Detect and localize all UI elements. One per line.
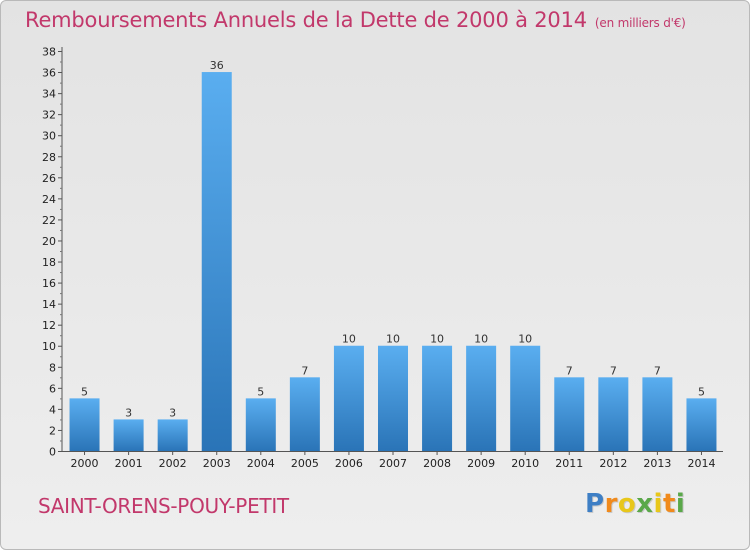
bar-value-label: 5: [698, 385, 705, 398]
bar-value-label: 10: [474, 333, 488, 346]
bar: [333, 345, 364, 451]
bar: [289, 377, 320, 451]
bar: [466, 345, 497, 451]
chart-unit: (en milliers d'€): [594, 16, 686, 30]
bar: [245, 398, 276, 451]
logo-letter: x: [636, 489, 654, 519]
x-tick-label: 2013: [643, 457, 671, 470]
bars: 5 3 3 36 5 7 10 10 10 10 10 7 7 7 5: [69, 59, 717, 451]
bar: [113, 419, 144, 451]
bar-value-label: 3: [125, 406, 132, 419]
y-tick-label: 16: [42, 277, 56, 290]
logo-letter: i: [653, 489, 663, 519]
bar: [422, 345, 453, 451]
chart-title-text: Remboursements Annuels de la Dette de 20…: [25, 8, 587, 32]
y-tick-label: 10: [42, 340, 56, 353]
y-tick-label: 18: [42, 256, 56, 269]
bar-value-label: 7: [566, 364, 573, 377]
proxiti-logo: Proxiti: [585, 489, 685, 519]
x-tick-label: 2006: [335, 457, 363, 470]
bar-value-label: 7: [610, 364, 617, 377]
x-tick-label: 2008: [423, 457, 451, 470]
bar-value-label: 5: [81, 385, 88, 398]
x-tick-label: 2002: [159, 457, 187, 470]
y-tick-label: 28: [42, 151, 56, 164]
y-tick-label: 24: [42, 193, 56, 206]
x-tick-label: 2003: [203, 457, 231, 470]
x-tick-label: 2005: [291, 457, 319, 470]
commune-name: SAINT-ORENS-POUY-PETIT: [38, 494, 289, 518]
y-tick-label: 34: [42, 88, 56, 101]
x-tick-label: 2014: [687, 457, 715, 470]
x-tick-label: 2004: [247, 457, 275, 470]
x-tick-label: 2007: [379, 457, 407, 470]
y-tick-label: 38: [42, 46, 56, 59]
logo-letter: r: [604, 489, 618, 519]
x-axis: 2000 2001 2002 2003 2004 2005 2006 2007 2008 2009…: [62, 451, 723, 470]
logo-letter: o: [617, 489, 637, 519]
y-tick-label: 14: [42, 298, 56, 311]
y-tick-label: 32: [42, 109, 56, 122]
x-tick-label: 2001: [115, 457, 143, 470]
bar-value-label: 10: [430, 333, 444, 346]
logo-letter: t: [662, 489, 676, 519]
y-tick-label: 36: [42, 67, 56, 80]
bar: [598, 377, 629, 451]
bar: [686, 398, 717, 451]
x-tick-label: 2009: [467, 457, 495, 470]
y-tick-label: 0: [49, 446, 56, 459]
logo-letter: P: [585, 489, 605, 519]
y-tick-label: 30: [42, 130, 56, 143]
y-tick-label: 6: [49, 382, 56, 395]
bar: [554, 377, 585, 451]
y-tick-label: 4: [49, 403, 56, 416]
bar-value-label: 10: [518, 333, 532, 346]
bar: [157, 419, 188, 451]
bar-value-label: 3: [169, 406, 176, 419]
y-tick-label: 22: [42, 214, 56, 227]
bar: [378, 345, 408, 451]
bar-value-label: 7: [654, 364, 661, 377]
bar-value-label: 10: [342, 333, 356, 346]
bar-value-label: 10: [386, 333, 400, 346]
x-tick-label: 2000: [71, 457, 99, 470]
bar-value-label: 5: [257, 385, 264, 398]
x-tick-label: 2012: [599, 457, 627, 470]
y-tick-label: 2: [49, 424, 56, 437]
y-tick-label: 12: [42, 319, 56, 332]
bar-value-label: 7: [301, 364, 308, 377]
bar: [510, 345, 541, 451]
bar: [69, 398, 100, 451]
y-tick-label: 26: [42, 172, 56, 185]
y-tick-label: 20: [42, 235, 56, 248]
x-tick-label: 2010: [511, 457, 539, 470]
x-tick-label: 2011: [555, 457, 583, 470]
bar: [201, 72, 232, 451]
bar: [642, 377, 673, 451]
bar-value-label: 36: [210, 59, 224, 72]
y-tick-label: 8: [49, 361, 56, 374]
logo-letter: i: [675, 489, 686, 519]
chart-title: Remboursements Annuels de la Dette de 20…: [25, 8, 686, 32]
